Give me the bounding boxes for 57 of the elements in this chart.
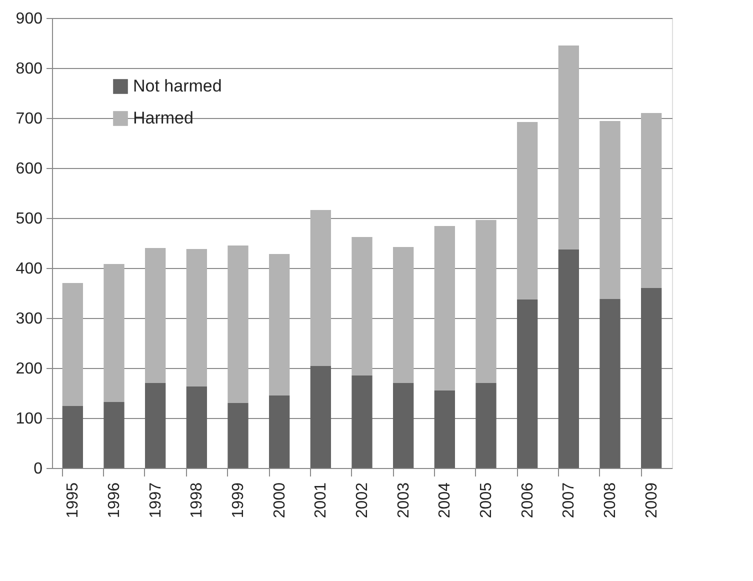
y-tick-label: 700	[16, 110, 43, 128]
bar	[600, 299, 620, 468]
bar	[476, 383, 496, 468]
x-tick-label: 1995	[64, 482, 82, 518]
bar	[517, 122, 538, 300]
bar	[558, 46, 579, 250]
bar	[434, 226, 455, 390]
bar	[228, 246, 248, 403]
bar	[228, 403, 248, 468]
bar	[104, 402, 124, 468]
y-tick-label: 200	[16, 360, 43, 378]
y-tick-label: 500	[16, 210, 43, 228]
x-tick-label: 2008	[602, 482, 619, 518]
y-tick-label: 800	[16, 60, 43, 78]
x-tick-label: 2000	[271, 482, 288, 518]
x-tick-label: 1998	[188, 482, 206, 518]
bar	[352, 376, 372, 468]
bar	[145, 248, 166, 383]
bar	[145, 383, 166, 468]
bar	[393, 383, 414, 468]
y-tick-label: 400	[16, 260, 43, 278]
bar	[600, 121, 620, 299]
bar	[641, 288, 662, 468]
y-tick-label: 600	[16, 160, 43, 178]
bar	[269, 254, 290, 396]
bar	[310, 210, 331, 366]
legend-label: Not harmed	[133, 76, 222, 96]
x-tick-label: 2004	[436, 482, 454, 518]
bar	[186, 249, 207, 386]
bar	[434, 390, 455, 468]
x-tick-label: 2003	[395, 482, 412, 518]
bar	[62, 406, 83, 468]
bar	[352, 237, 372, 376]
x-tick-label: 2001	[312, 482, 330, 518]
bar	[269, 396, 290, 468]
x-tick-label: 2005	[478, 482, 495, 518]
bar	[641, 113, 662, 288]
y-tick-label: 100	[16, 410, 43, 428]
x-tick-label: 2002	[354, 482, 371, 518]
x-tick-label: 1999	[230, 482, 247, 518]
legend-label: Harmed	[133, 108, 194, 128]
y-tick-label: 900	[16, 10, 43, 28]
bar	[476, 220, 496, 383]
bar	[104, 264, 124, 402]
bar	[393, 247, 414, 383]
bar	[558, 250, 579, 468]
x-tick-label: 2009	[643, 482, 660, 518]
x-tick-label: 2007	[560, 482, 578, 518]
y-tick-label: 0	[34, 460, 43, 478]
bar	[62, 283, 83, 406]
bar	[517, 300, 538, 468]
x-tick-label: 2006	[519, 482, 536, 518]
x-tick-label: 1996	[106, 482, 123, 518]
bar	[186, 386, 207, 468]
x-tick-label: 1997	[147, 482, 164, 518]
y-tick-label: 300	[16, 310, 43, 328]
bar	[310, 366, 331, 468]
